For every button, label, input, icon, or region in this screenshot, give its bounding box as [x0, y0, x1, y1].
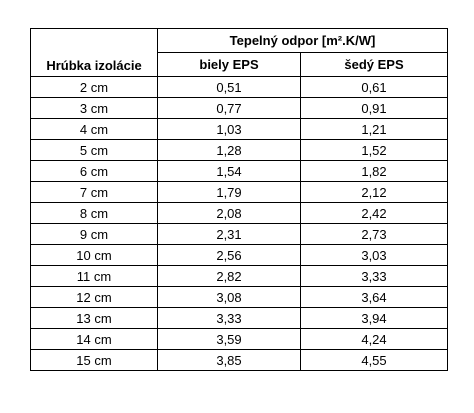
table-row: 12 cm 3,08 3,64: [30, 286, 448, 308]
table-cell: 0,77: [157, 97, 301, 119]
table-cell: 10 cm: [30, 244, 158, 266]
table-body: 2 cm 0,51 0,61 3 cm 0,77 0,91 4 cm 1,03 1,21 5 cm…: [30, 76, 448, 371]
table-cell: 0,91: [300, 97, 448, 119]
table-cell: 2 cm: [30, 76, 158, 98]
table-row: 14 cm 3,59 4,24: [30, 328, 448, 350]
table-cell: 2,12: [300, 181, 448, 203]
table-cell: 3,33: [300, 265, 448, 287]
table-cell: 7 cm: [30, 181, 158, 203]
table-cell: 12 cm: [30, 286, 158, 308]
table-cell: 3,64: [300, 286, 448, 308]
table-cell: 2,42: [300, 202, 448, 224]
header-cell: Hrúbka izolácie: [30, 28, 158, 77]
table-cell: 4 cm: [30, 118, 158, 140]
table-cell: 4,24: [300, 328, 448, 350]
table-cell: 9 cm: [30, 223, 158, 245]
table-cell: 2,31: [157, 223, 301, 245]
table-row: 7 cm 1,79 2,12: [30, 181, 448, 203]
table-row: 3 cm 0,77 0,91: [30, 97, 448, 119]
table-cell: 3,94: [300, 307, 448, 329]
table-cell: 3,03: [300, 244, 448, 266]
table-cell: 2,08: [157, 202, 301, 224]
table-cell: 1,52: [300, 139, 448, 161]
table-cell: 2,82: [157, 265, 301, 287]
table-cell: 6 cm: [30, 160, 158, 182]
table-cell: 1,54: [157, 160, 301, 182]
table-row: 6 cm 1,54 1,82: [30, 160, 448, 182]
table-row: 11 cm 2,82 3,33: [30, 265, 448, 287]
table-row: 10 cm 2,56 3,03: [30, 244, 448, 266]
table-cell: 5 cm: [30, 139, 158, 161]
table-cell: 1,79: [157, 181, 301, 203]
table-row: 15 cm 3,85 4,55: [30, 349, 448, 371]
table-row: 9 cm 2,31 2,73: [30, 223, 448, 245]
data-table: Hrúbka izolácie Tepelný odpor [m².K/W] b…: [30, 28, 448, 371]
table-row: 4 cm 1,03 1,21: [30, 118, 448, 140]
table-cell: 3,08: [157, 286, 301, 308]
header-cell: biely EPS: [157, 52, 301, 77]
table-cell: 13 cm: [30, 307, 158, 329]
table-cell: 3,33: [157, 307, 301, 329]
table-header: Hrúbka izolácie Tepelný odpor [m².K/W] b…: [30, 28, 448, 77]
table-cell: 1,28: [157, 139, 301, 161]
table-cell: 14 cm: [30, 328, 158, 350]
table-cell: 1,03: [157, 118, 301, 140]
table-cell: 3,85: [157, 349, 301, 371]
header-cell: Tepelný odpor [m².K/W]: [157, 28, 448, 53]
table-row: 8 cm 2,08 2,42: [30, 202, 448, 224]
table-cell: 1,21: [300, 118, 448, 140]
table-cell: 3 cm: [30, 97, 158, 119]
table-row: 5 cm 1,28 1,52: [30, 139, 448, 161]
table-cell: 4,55: [300, 349, 448, 371]
header-row: Hrúbka izolácie Tepelný odpor [m².K/W]: [30, 28, 448, 77]
table-cell: 2,73: [300, 223, 448, 245]
table-row: 13 cm 3,33 3,94: [30, 307, 448, 329]
table-cell: 8 cm: [30, 202, 158, 224]
table-cell: 3,59: [157, 328, 301, 350]
header-row: biely EPS šedý EPS: [31, 52, 448, 77]
header-cell: šedý EPS: [300, 52, 448, 77]
table-cell: 1,82: [300, 160, 448, 182]
table-cell: 2,56: [157, 244, 301, 266]
table-cell: 0,51: [157, 76, 301, 98]
table-cell: 0,61: [300, 76, 448, 98]
table-cell: 11 cm: [30, 265, 158, 287]
table-row: 2 cm 0,51 0,61: [30, 76, 448, 98]
table-cell: 15 cm: [30, 349, 158, 371]
